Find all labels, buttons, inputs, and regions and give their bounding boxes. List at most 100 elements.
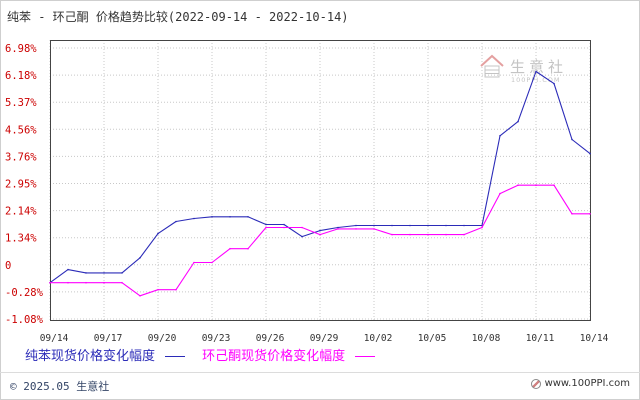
grid-lines xyxy=(49,40,591,320)
legend-item-series-2: 环己酮现货价格变化幅度 xyxy=(202,349,376,365)
series-1-point xyxy=(175,220,177,223)
y-tick-label: 5.37% xyxy=(5,97,37,109)
x-tick-label: 09/29 xyxy=(310,333,339,344)
series-1-point xyxy=(121,272,123,274)
series-2-point xyxy=(355,228,357,230)
site-logo-icon xyxy=(530,378,541,389)
series-2-point xyxy=(481,226,483,229)
series-1-point xyxy=(265,223,267,226)
y-tick-label: -1.08% xyxy=(5,314,44,326)
series-2-point xyxy=(517,184,519,186)
series-1-point xyxy=(355,224,357,227)
x-tick-label: 09/26 xyxy=(256,333,285,344)
series-1-point xyxy=(247,216,249,218)
series-2-point xyxy=(211,261,213,264)
series-2-point xyxy=(229,247,231,250)
series-2-point xyxy=(571,213,573,215)
series-2-point xyxy=(463,233,465,236)
series-2-point xyxy=(409,233,411,236)
x-tick-label: 09/17 xyxy=(94,333,123,344)
watermark-text: 生意社 xyxy=(510,58,567,76)
y-tick-label: 4.56% xyxy=(5,124,37,136)
y-tick-label: -0.28% xyxy=(5,287,44,299)
site-credit: www.100PPI.com xyxy=(530,378,630,389)
watermark-house-icon xyxy=(484,65,500,78)
series-1-point xyxy=(139,257,141,259)
series-1-point xyxy=(337,226,339,229)
y-tick-label: 6.18% xyxy=(5,70,37,82)
series-1-point xyxy=(319,229,321,232)
plot-area xyxy=(50,40,591,321)
series-2-point xyxy=(265,226,267,229)
series-1-point xyxy=(499,135,501,137)
series-2-point xyxy=(391,233,393,236)
y-tick-label: 6.98% xyxy=(5,43,37,55)
series-2-point xyxy=(85,281,87,284)
x-tick-label: 10/14 xyxy=(580,333,609,344)
series-1-point xyxy=(157,232,159,235)
x-axis-tick-labels: 09/14 09/17 09/20 09/23 09/26 09/29 10/02 10/05… xyxy=(40,333,609,344)
series-2-point xyxy=(157,288,159,291)
watermark-subtext: 100PPI.COM xyxy=(511,76,561,84)
series-2-point xyxy=(499,192,501,195)
series-1-point xyxy=(535,70,537,73)
y-tick-label: 2.14% xyxy=(5,206,37,218)
series-1-point xyxy=(391,224,393,227)
series-1-point xyxy=(229,216,231,218)
legend-label: 环己酮现货价格变化幅度 xyxy=(202,349,346,364)
copyright-text: © 2025.05 生意社 xyxy=(10,380,110,393)
series-1-point xyxy=(211,216,213,218)
watermark-roof-icon xyxy=(480,54,504,67)
series-1-point xyxy=(445,224,447,227)
series-2-point xyxy=(121,281,123,284)
series-2-point xyxy=(427,233,429,236)
series-lines xyxy=(49,70,591,297)
x-tick-label: 10/08 xyxy=(472,333,501,344)
x-tick-label: 10/05 xyxy=(418,333,447,344)
series-2-point xyxy=(301,226,303,229)
series-2-point xyxy=(589,213,591,215)
series-2-point xyxy=(283,226,285,229)
x-tick-label: 09/14 xyxy=(40,333,69,344)
series-1-point xyxy=(67,268,69,271)
series-2-point xyxy=(175,288,177,291)
y-tick-label: 3.76% xyxy=(5,151,37,163)
series-1-point xyxy=(373,224,375,227)
x-tick-label: 10/02 xyxy=(364,333,393,344)
series-1-point xyxy=(103,272,105,274)
series-1-point xyxy=(463,224,465,227)
series-2-point xyxy=(553,184,555,186)
series-2-point xyxy=(103,281,105,284)
series-2-point xyxy=(247,247,249,250)
series-1-point xyxy=(283,223,285,226)
series-1-point xyxy=(409,224,411,227)
legend-line-swatch xyxy=(355,356,376,357)
legend-label: 纯苯现货价格变化幅度 xyxy=(25,349,156,364)
series-2-point xyxy=(337,228,339,230)
site-url: www.100PPI.com xyxy=(544,378,630,389)
series-1-point xyxy=(85,272,87,274)
series-2-point xyxy=(193,261,195,264)
x-tick-label: 10/11 xyxy=(526,333,555,344)
y-tick-label: 2.95% xyxy=(5,179,37,191)
y-tick-label: 0 xyxy=(5,260,11,272)
series-2-point xyxy=(139,295,141,297)
series-1-point xyxy=(193,217,195,220)
y-tick-label: 1.34% xyxy=(5,233,37,245)
series-2-point xyxy=(67,281,69,284)
series-2-point xyxy=(373,228,375,230)
legend-line-swatch xyxy=(165,356,186,357)
series-2-point xyxy=(49,281,51,284)
series-1-point xyxy=(517,120,519,123)
x-tick-label: 09/23 xyxy=(202,333,231,344)
series-2-point xyxy=(535,184,537,186)
series-1-point xyxy=(553,82,555,85)
watermark-logo: 生意社 100PPI.COM xyxy=(480,54,567,84)
series-1-point xyxy=(301,235,303,238)
chart-title: 纯苯 - 环己酮 价格趋势比较(2022-09-14 - 2022-10-14) xyxy=(7,10,349,24)
y-axis-tick-labels: 6.98% 6.18% 5.37% 4.56% 3.76% 2.95% 2.14% 1.34%… xyxy=(5,43,44,326)
series-1-point xyxy=(571,138,573,141)
legend-item-series-1: 纯苯现货价格变化幅度 xyxy=(25,349,186,365)
